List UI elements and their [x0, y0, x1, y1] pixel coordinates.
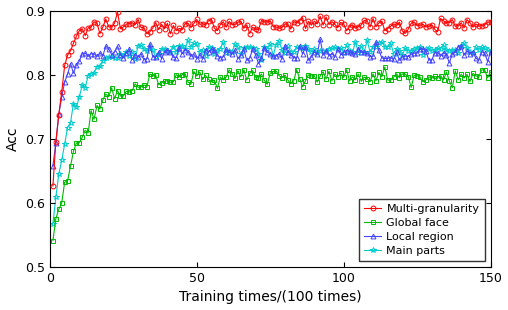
Local region — [279, 57, 285, 61]
Global face — [297, 77, 303, 80]
Line: Multi-granularity: Multi-granularity — [50, 10, 493, 188]
Local region — [355, 47, 361, 51]
Local region — [488, 50, 494, 54]
Line: Local region: Local region — [50, 37, 493, 168]
Multi-granularity — [282, 22, 288, 26]
Multi-granularity — [226, 20, 232, 23]
Main parts — [364, 38, 370, 42]
Multi-granularity — [197, 23, 203, 26]
Local region — [297, 44, 303, 47]
Main parts — [194, 42, 200, 46]
Multi-granularity — [355, 25, 361, 29]
Local region — [414, 51, 420, 55]
Multi-granularity — [414, 24, 420, 28]
Main parts — [488, 49, 494, 53]
Main parts — [297, 46, 303, 50]
Line: Global face: Global face — [50, 64, 493, 243]
Main parts — [50, 222, 56, 225]
Global face — [279, 76, 285, 79]
Line: Main parts: Main parts — [50, 38, 493, 226]
Main parts — [353, 40, 359, 44]
Local region — [194, 57, 200, 60]
Global face — [194, 74, 200, 78]
Global face — [50, 239, 56, 242]
Local region — [223, 47, 229, 51]
Multi-granularity — [50, 184, 56, 188]
Global face — [414, 74, 420, 78]
Local region — [50, 164, 56, 168]
Global face — [223, 75, 229, 79]
Global face — [353, 78, 359, 82]
Multi-granularity — [300, 16, 306, 20]
Main parts — [223, 51, 229, 55]
X-axis label: Training times/(100 times): Training times/(100 times) — [179, 290, 362, 304]
Y-axis label: Acc: Acc — [6, 126, 19, 151]
Local region — [317, 37, 323, 41]
Global face — [488, 70, 494, 74]
Main parts — [414, 46, 420, 50]
Legend: Multi-granularity, Global face, Local region, Main parts: Multi-granularity, Global face, Local re… — [359, 199, 485, 261]
Global face — [382, 65, 388, 69]
Main parts — [279, 48, 285, 52]
Multi-granularity — [488, 20, 494, 24]
Multi-granularity — [114, 11, 120, 14]
